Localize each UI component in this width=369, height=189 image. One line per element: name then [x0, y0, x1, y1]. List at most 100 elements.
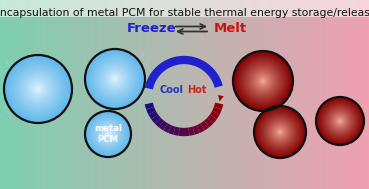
Circle shape — [243, 61, 283, 101]
Circle shape — [259, 77, 268, 85]
Circle shape — [91, 55, 139, 103]
Circle shape — [244, 62, 282, 100]
Circle shape — [262, 80, 265, 83]
Circle shape — [335, 116, 345, 126]
Circle shape — [322, 103, 358, 139]
Circle shape — [103, 129, 113, 139]
Circle shape — [277, 129, 283, 135]
Circle shape — [102, 128, 114, 140]
Circle shape — [268, 120, 292, 144]
Circle shape — [273, 125, 286, 139]
Circle shape — [92, 118, 124, 150]
Circle shape — [320, 101, 360, 141]
Circle shape — [317, 98, 363, 144]
Text: metal
PCM: metal PCM — [94, 124, 122, 144]
Circle shape — [35, 86, 41, 92]
Circle shape — [98, 124, 118, 144]
Circle shape — [242, 60, 284, 102]
Circle shape — [94, 120, 122, 148]
Circle shape — [10, 61, 66, 117]
Circle shape — [93, 119, 123, 149]
Circle shape — [326, 107, 354, 135]
Circle shape — [258, 110, 302, 154]
Circle shape — [14, 65, 62, 113]
Circle shape — [271, 123, 289, 141]
Circle shape — [274, 126, 286, 138]
Circle shape — [266, 118, 294, 146]
Circle shape — [107, 71, 123, 87]
Circle shape — [320, 101, 361, 141]
Circle shape — [90, 54, 140, 104]
Circle shape — [30, 81, 46, 98]
Circle shape — [338, 119, 342, 123]
Circle shape — [19, 70, 57, 108]
Circle shape — [99, 125, 117, 143]
Circle shape — [92, 56, 138, 102]
Circle shape — [251, 69, 275, 93]
Circle shape — [259, 77, 267, 85]
Circle shape — [85, 49, 145, 109]
Circle shape — [87, 113, 129, 155]
Circle shape — [324, 105, 356, 137]
Circle shape — [337, 117, 344, 125]
Circle shape — [99, 63, 131, 95]
Circle shape — [276, 128, 284, 136]
Circle shape — [24, 74, 52, 103]
Circle shape — [21, 72, 55, 106]
Circle shape — [245, 63, 281, 99]
Text: Encapsulation of metal PCM for stable thermal energy storage/release: Encapsulation of metal PCM for stable th… — [0, 9, 369, 19]
Circle shape — [18, 69, 58, 109]
Circle shape — [35, 86, 41, 91]
Circle shape — [249, 67, 276, 94]
Circle shape — [263, 115, 297, 149]
Circle shape — [9, 60, 67, 118]
Circle shape — [331, 112, 349, 130]
Circle shape — [95, 121, 121, 147]
Circle shape — [253, 71, 273, 91]
Circle shape — [24, 75, 52, 103]
Circle shape — [33, 84, 43, 94]
Circle shape — [256, 108, 304, 156]
Circle shape — [91, 117, 125, 151]
Text: Melt: Melt — [213, 22, 246, 36]
Circle shape — [257, 75, 269, 87]
Circle shape — [338, 119, 342, 123]
Circle shape — [25, 76, 51, 102]
Circle shape — [107, 71, 123, 87]
Circle shape — [85, 111, 131, 157]
Circle shape — [106, 132, 110, 136]
Circle shape — [252, 70, 273, 91]
Circle shape — [279, 131, 281, 133]
Circle shape — [279, 131, 281, 133]
Circle shape — [114, 77, 117, 81]
Circle shape — [248, 66, 278, 96]
Circle shape — [106, 70, 124, 88]
Circle shape — [259, 111, 301, 153]
Circle shape — [99, 125, 117, 143]
Circle shape — [325, 107, 354, 135]
Circle shape — [7, 58, 69, 120]
Circle shape — [100, 126, 116, 142]
Circle shape — [97, 123, 119, 145]
Circle shape — [260, 78, 266, 84]
Circle shape — [272, 124, 289, 140]
Circle shape — [329, 110, 351, 132]
Circle shape — [20, 71, 56, 107]
Circle shape — [88, 114, 128, 154]
Circle shape — [22, 73, 54, 105]
Circle shape — [102, 66, 128, 92]
Circle shape — [262, 115, 297, 149]
Circle shape — [4, 55, 72, 123]
Circle shape — [27, 78, 49, 100]
Circle shape — [339, 120, 341, 122]
Circle shape — [264, 116, 296, 148]
Circle shape — [89, 53, 141, 105]
Circle shape — [23, 74, 53, 104]
Circle shape — [105, 69, 125, 89]
Circle shape — [104, 68, 125, 90]
Circle shape — [241, 59, 285, 103]
Circle shape — [261, 112, 300, 152]
Circle shape — [103, 67, 127, 91]
Circle shape — [328, 109, 352, 133]
Circle shape — [247, 65, 279, 97]
